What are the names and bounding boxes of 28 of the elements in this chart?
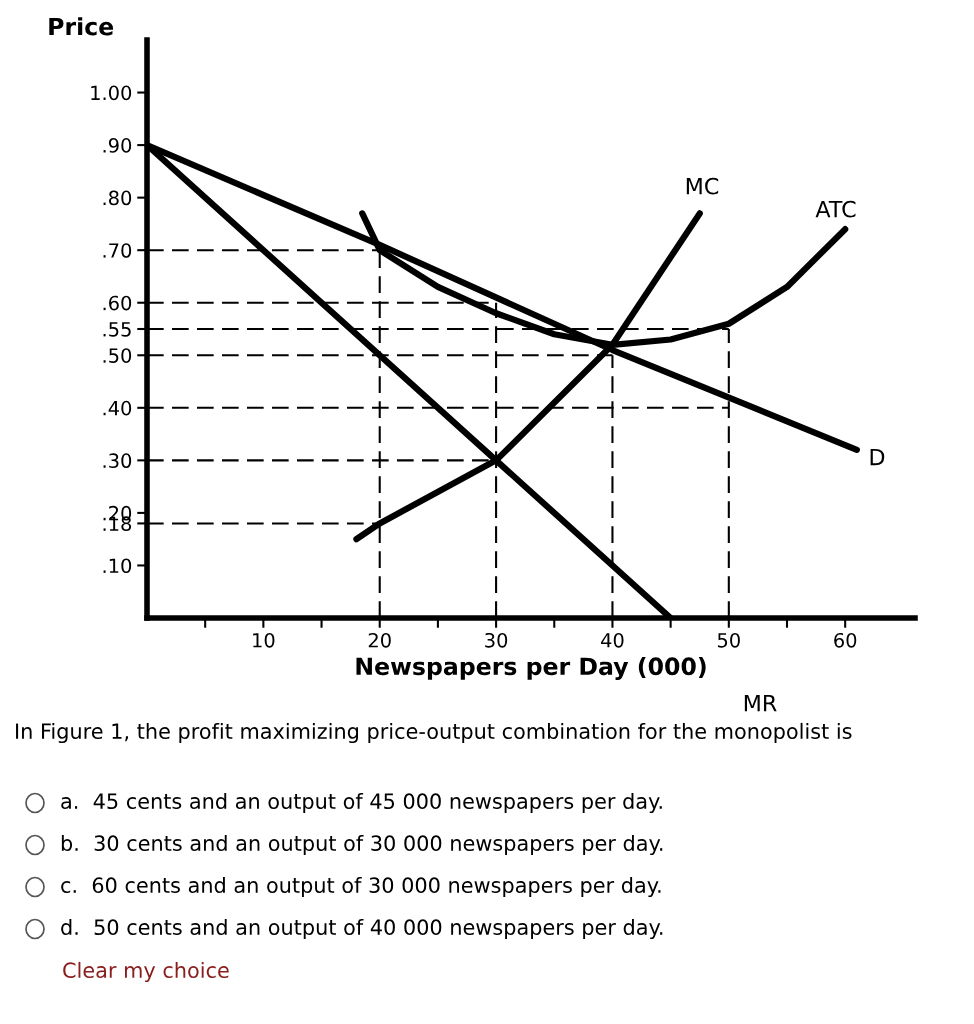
x-tick-label: 50 [717,632,740,648]
text: d. 50 cents and an output of 40 000 newspapers per day. [61,918,663,940]
y-tick-label: .30 [103,453,132,469]
y-tick-label: .60 [103,295,132,311]
y-axis-title: Price [49,17,114,36]
text: a. 45 cents and an output of 45 000 newspapers per day. [61,792,662,814]
x-tick-label: 20 [368,632,391,648]
y-tick-label: 1.00 [91,85,132,101]
text: MR [744,694,777,712]
y-tick-label: .90 [103,138,132,153]
annotation: MC [686,177,719,195]
y-tick-label: .70 [103,243,132,258]
x-tick-label: 60 [834,632,857,648]
annotation: ATC [815,200,856,218]
x-axis-title: Newspapers per Day (000) [356,656,706,680]
text: Clear my choice [63,961,229,983]
x-tick-label: 10 [253,632,275,648]
y-tick-label: .55 [103,322,131,337]
text: c. 60 cents and an output of 30 000 newspapers per day. [61,876,661,898]
text: b. 30 cents and an output of 30 000 newspapers per day. [61,834,663,856]
x-tick-label: 40 [601,632,624,648]
x-tick-label: 30 [485,632,508,648]
y-tick-label: .80 [103,190,132,206]
y-tick-label: .10 [103,558,132,574]
y-tick-label: .40 [103,400,132,416]
annotation: D [870,448,885,466]
y-tick-label: .50 [103,348,132,363]
text: In Figure 1, the profit maximizing price-output combination for the monopolist is [16,722,852,744]
